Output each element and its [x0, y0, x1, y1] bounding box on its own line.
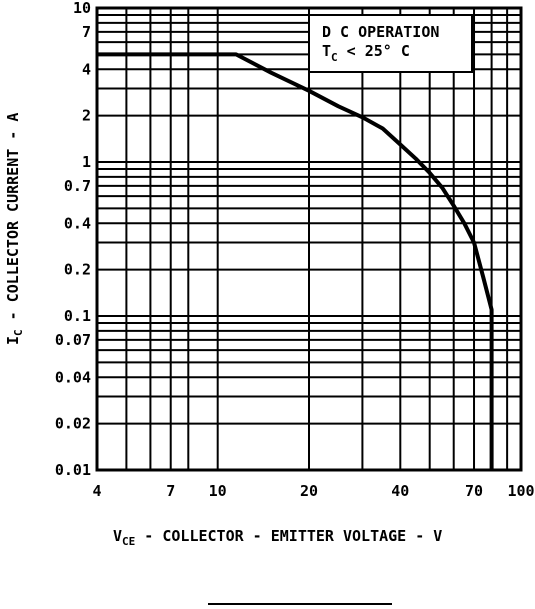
- grid-lines: [96, 7, 522, 471]
- x-tick-label: 70: [465, 482, 483, 500]
- y-axis-title-main: I: [4, 336, 22, 345]
- y-axis-title-rest: - COLLECTOR CURRENT - A: [4, 113, 22, 330]
- y-tick-labels: 10 7 4 2 1 0.7 0.4 0.2 0.1 0.07 0.04 0.02 0.01: [55, 0, 91, 479]
- x-tick-label: 20: [300, 482, 318, 500]
- y-tick-label: 10: [73, 0, 91, 17]
- series-line: [97, 52, 494, 470]
- plot-frame: [95, 6, 523, 472]
- annotation-line-2-main: T: [322, 42, 331, 60]
- x-tick-label: 4: [92, 482, 101, 500]
- x-tick-label: 100: [507, 482, 534, 500]
- y-tick-label: 1: [82, 153, 91, 171]
- x-axis-title: VCE - COLLECTOR - EMITTER VOLTAGE - V: [113, 527, 442, 548]
- x-tick-label: 10: [209, 482, 227, 500]
- x-axis-title-sub: CE: [122, 535, 135, 548]
- y-axis-title-sub: C: [12, 329, 25, 336]
- x-axis-title-rest: - COLLECTOR - EMITTER VOLTAGE - V: [135, 527, 442, 545]
- y-tick-label: 0.4: [64, 214, 91, 232]
- y-tick-label: 0.7: [64, 177, 91, 195]
- y-tick-label: 0.1: [64, 307, 91, 325]
- x-axis-title-main: V: [113, 527, 122, 545]
- annotation-line-2-rest: < 25° C: [338, 42, 410, 60]
- y-tick-label: 0.01: [55, 461, 91, 479]
- y-tick-label: 2: [82, 107, 91, 125]
- y-tick-label: 0.2: [64, 261, 91, 279]
- annotation-line-2-sub: C: [331, 51, 338, 64]
- y-tick-label: 0.07: [55, 331, 91, 349]
- y-tick-label: 0.02: [55, 415, 91, 433]
- y-tick-label: 0.04: [55, 368, 91, 386]
- y-tick-label: 7: [82, 23, 91, 41]
- x-tick-labels: 4 7 10 20 40 70 100: [92, 482, 534, 500]
- x-tick-label: 7: [166, 482, 175, 500]
- y-tick-label: 4: [82, 60, 91, 78]
- y-axis-title: IC - COLLECTOR CURRENT - A: [4, 113, 25, 345]
- annotation-line-1: D C OPERATION: [322, 23, 439, 41]
- annotation-box: [308, 14, 473, 73]
- x-tick-label: 40: [391, 482, 409, 500]
- annotation-line-2: TC < 25° C: [322, 42, 410, 64]
